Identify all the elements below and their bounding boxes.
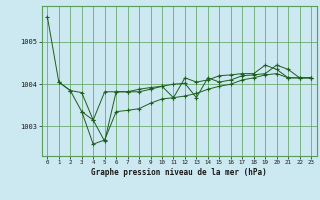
X-axis label: Graphe pression niveau de la mer (hPa): Graphe pression niveau de la mer (hPa) [91,168,267,177]
